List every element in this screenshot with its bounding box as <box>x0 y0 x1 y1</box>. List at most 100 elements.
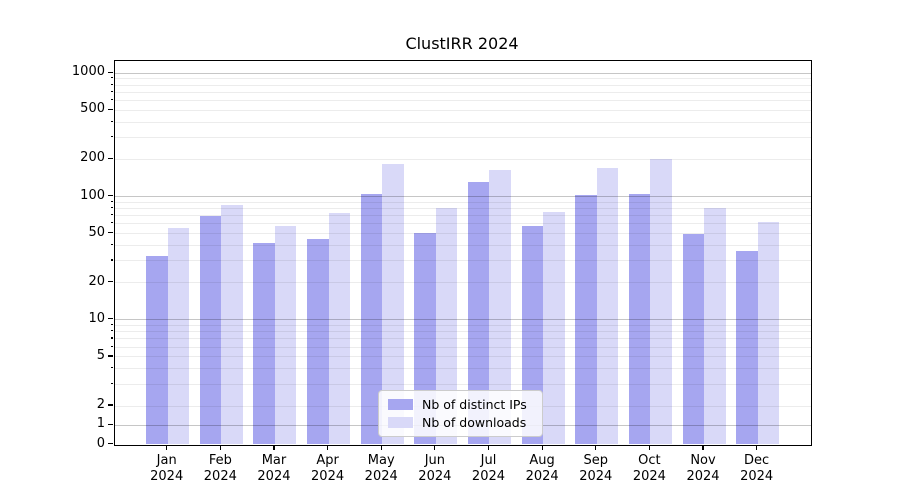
bar-downloads-may <box>382 163 404 445</box>
gridline <box>115 207 811 209</box>
bar-downloads-dec <box>757 222 780 445</box>
gridline <box>115 201 811 203</box>
x-tick <box>487 444 490 450</box>
y-minor-tick <box>110 83 114 85</box>
legend-label-downloads: Nb of downloads <box>422 415 527 430</box>
y-tick-label: 1000 <box>71 64 105 80</box>
x-tick-label: Jun 2024 <box>418 452 452 484</box>
y-minor-tick <box>110 136 114 138</box>
gridline <box>115 356 811 358</box>
y-tick <box>108 355 114 357</box>
x-tick-label: Jul 2024 <box>471 452 506 484</box>
y-minor-tick <box>110 120 114 122</box>
x-tick-label: Sep 2024 <box>579 452 613 484</box>
x-tick-label: May 2024 <box>364 452 398 484</box>
x-tick <box>166 444 168 450</box>
chart-title: ClustIRR 2024 <box>405 34 519 53</box>
y-minor-tick <box>110 77 114 79</box>
gridline <box>115 338 811 340</box>
legend: Nb of distinct IPs Nb of downloads <box>378 390 543 437</box>
y-tick <box>108 157 114 159</box>
x-tick-label: Feb 2024 <box>203 452 237 484</box>
y-tick-label: 1 <box>96 416 105 432</box>
x-tick-label: Dec 2024 <box>740 452 774 484</box>
gridline <box>115 282 811 284</box>
gridline <box>115 245 811 247</box>
gridline <box>115 260 811 262</box>
gridline <box>115 324 811 326</box>
bar-distinct-ips-jan <box>146 255 168 445</box>
y-minor-tick <box>110 330 114 332</box>
bar-downloads-jul <box>489 169 511 445</box>
bar-downloads-sep <box>596 168 619 445</box>
y-tick <box>108 404 114 406</box>
y-minor-tick <box>110 206 114 209</box>
x-tick <box>541 444 543 450</box>
bar-downloads-oct <box>650 159 672 445</box>
y-tick-label: 2 <box>96 397 105 412</box>
x-tick <box>648 444 650 450</box>
x-tick <box>756 444 758 450</box>
y-tick <box>108 281 114 283</box>
x-tick-label: Jan 2024 <box>150 452 184 484</box>
legend-swatch-downloads <box>388 417 413 428</box>
y-tick <box>108 442 114 445</box>
y-minor-tick <box>110 200 114 202</box>
legend-item-downloads: Nb of downloads <box>388 416 533 429</box>
y-tick-label: 500 <box>80 101 105 117</box>
y-minor-tick <box>110 259 114 261</box>
x-tick <box>326 444 329 450</box>
legend-label-distinct-ips: Nb of distinct IPs <box>422 397 527 412</box>
plot-area <box>114 60 812 446</box>
y-tick-label: 50 <box>88 224 105 240</box>
bar-distinct-ips-sep <box>575 194 597 445</box>
y-tick <box>108 423 114 425</box>
legend-item-distinct-ips: Nb of distinct IPs <box>388 398 533 411</box>
y-minor-tick <box>110 382 114 384</box>
bar-downloads-feb <box>221 205 243 445</box>
x-tick <box>595 444 597 450</box>
bar-distinct-ips-mar <box>253 242 275 445</box>
gridline <box>115 78 811 80</box>
y-tick-label: 20 <box>88 273 105 289</box>
y-tick-label: 5 <box>96 347 105 363</box>
x-tick-label: Nov 2024 <box>686 452 720 484</box>
y-tick-label: 0 <box>96 435 105 451</box>
gridline <box>115 319 811 321</box>
x-tick-label: Apr 2024 <box>311 452 345 484</box>
legend-swatch-distinct-ips <box>388 399 413 410</box>
gridline <box>115 109 811 111</box>
bar-downloads-mar <box>274 225 297 445</box>
y-tick-label: 200 <box>80 150 105 166</box>
bar-downloads-aug <box>543 211 565 445</box>
gridline <box>115 223 811 225</box>
y-minor-tick <box>110 90 114 92</box>
y-tick <box>108 194 114 197</box>
gridline <box>115 84 811 86</box>
y-minor-tick <box>110 367 114 369</box>
y-minor-tick <box>110 98 114 101</box>
bar-distinct-ips-jul <box>467 182 490 445</box>
y-tick <box>108 318 114 320</box>
y-minor-tick <box>110 337 114 339</box>
y-minor-tick <box>110 323 114 326</box>
gridline <box>115 233 811 235</box>
y-tick-label: 10 <box>88 310 105 326</box>
gridline <box>115 215 811 217</box>
x-tick <box>380 444 382 450</box>
gridline <box>115 368 811 370</box>
x-tick <box>219 444 221 450</box>
x-tick <box>273 444 275 450</box>
gridline <box>115 346 811 348</box>
gridline <box>115 137 811 139</box>
gridline <box>115 91 811 93</box>
bar-downloads-jun <box>435 208 458 445</box>
bar-downloads-nov <box>704 207 726 445</box>
y-tick <box>108 232 114 234</box>
x-tick-label: Aug 2024 <box>525 452 559 484</box>
bar-distinct-ips-may <box>360 193 383 445</box>
bar-distinct-ips-aug <box>521 225 544 445</box>
y-tick-label: 100 <box>80 187 105 203</box>
y-minor-tick <box>110 214 114 216</box>
